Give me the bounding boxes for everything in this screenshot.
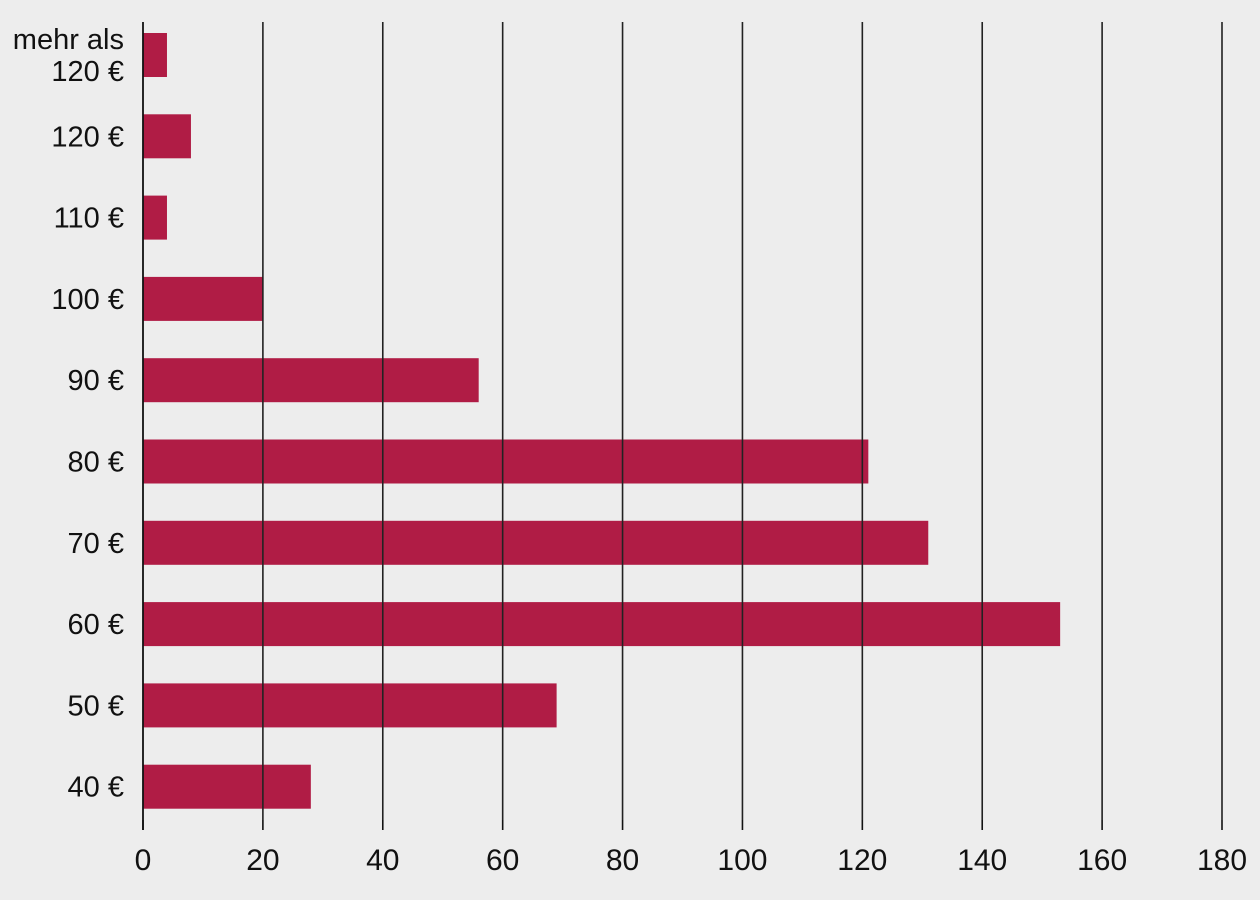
- category-label-line: 90 €: [68, 365, 124, 397]
- category-label-line: mehr als: [13, 24, 124, 56]
- bar: [143, 195, 167, 240]
- x-tick-label: 140: [957, 844, 1007, 877]
- bar: [143, 520, 929, 565]
- x-tick-label: 60: [486, 844, 519, 877]
- bar: [143, 114, 191, 159]
- category-label: 60 €: [68, 609, 124, 641]
- category-label-line: 70 €: [68, 528, 124, 560]
- bar: [143, 276, 263, 321]
- category-label: 120 €: [51, 121, 124, 153]
- x-tick-label: 80: [606, 844, 639, 877]
- bars: [143, 33, 1061, 809]
- category-label: 80 €: [68, 447, 124, 479]
- category-label-line: 80 €: [68, 447, 124, 479]
- category-label: 90 €: [68, 365, 124, 397]
- category-label: mehr als 120 €: [13, 24, 124, 88]
- category-label-line: 40 €: [68, 772, 124, 804]
- gridlines: [262, 22, 1223, 820]
- bar: [143, 439, 869, 484]
- axes: [142, 22, 1223, 830]
- bar: [143, 358, 479, 403]
- x-tick-label: 40: [366, 844, 399, 877]
- category-label-line: 50 €: [68, 690, 124, 722]
- category-label: 40 €: [68, 772, 124, 804]
- x-tick-label: 20: [246, 844, 279, 877]
- category-label-line: 60 €: [68, 609, 124, 641]
- x-tick-label: 120: [837, 844, 887, 877]
- bar: [143, 764, 311, 809]
- x-tick-label: 100: [717, 844, 767, 877]
- x-tick-label: 160: [1077, 844, 1127, 877]
- category-label-line: 100 €: [51, 284, 124, 316]
- x-tick-label: 180: [1197, 844, 1247, 877]
- category-label: 110 €: [54, 203, 124, 235]
- category-label: 70 €: [68, 528, 124, 560]
- category-label-line: 120 €: [51, 56, 124, 88]
- bar: [143, 602, 1061, 647]
- category-label-line: 110 €: [54, 203, 124, 235]
- x-tick-label: 0: [135, 844, 152, 877]
- category-label-line: 120 €: [51, 121, 124, 153]
- bar: [143, 683, 557, 728]
- category-label: 100 €: [51, 284, 124, 316]
- category-label: 50 €: [68, 690, 124, 722]
- bar: [143, 33, 167, 77]
